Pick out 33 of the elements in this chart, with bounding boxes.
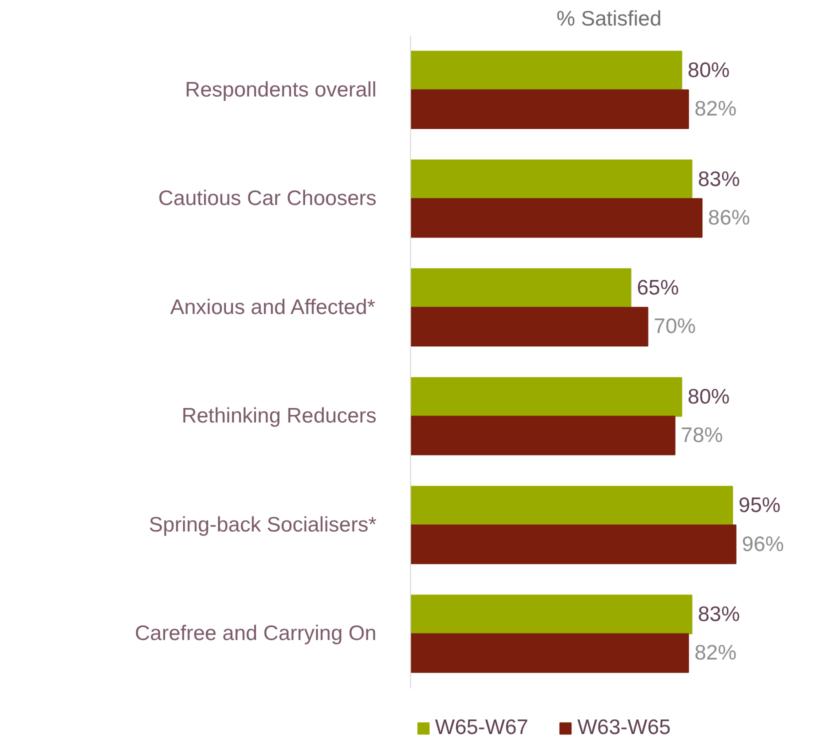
data-label: 78%: [680, 424, 723, 447]
chart-title: % Satisfied: [556, 8, 662, 30]
bar: [410, 594, 692, 634]
bar: [410, 524, 736, 564]
data-label: 80%: [688, 385, 730, 408]
bar: [410, 268, 632, 308]
y-tick-label: Spring-back Socialisers*: [148, 513, 377, 536]
bar: [410, 416, 676, 456]
data-label: 65%: [636, 276, 679, 300]
data-label: 96%: [742, 532, 784, 556]
bar: [410, 89, 689, 129]
bar: [410, 633, 689, 673]
bar: [410, 486, 734, 526]
legend-label: W65-W67: [435, 716, 528, 740]
bar: [410, 50, 682, 90]
bar: [410, 198, 703, 238]
data-label: 80%: [688, 59, 730, 82]
data-label: 82%: [694, 98, 736, 121]
legend-label: W63-W65: [577, 716, 671, 740]
y-tick-label: Carefree and Carrying On: [134, 622, 377, 646]
y-tick-label: Respondents overall: [185, 78, 376, 102]
data-label: 83%: [698, 602, 740, 626]
data-label: 86%: [708, 206, 750, 230]
bar: [410, 306, 648, 347]
data-label: 70%: [654, 315, 696, 338]
y-tick-label: Anxious and Affected*: [170, 296, 376, 319]
y-tick-label: Rethinking Reducers: [182, 404, 376, 428]
bar: [410, 160, 692, 200]
bar: [410, 377, 682, 417]
y-tick-label: Cautious Car Choosers: [158, 187, 376, 210]
data-label: 83%: [698, 168, 740, 191]
data-label: 95%: [738, 494, 781, 518]
data-label: 82%: [694, 642, 736, 665]
